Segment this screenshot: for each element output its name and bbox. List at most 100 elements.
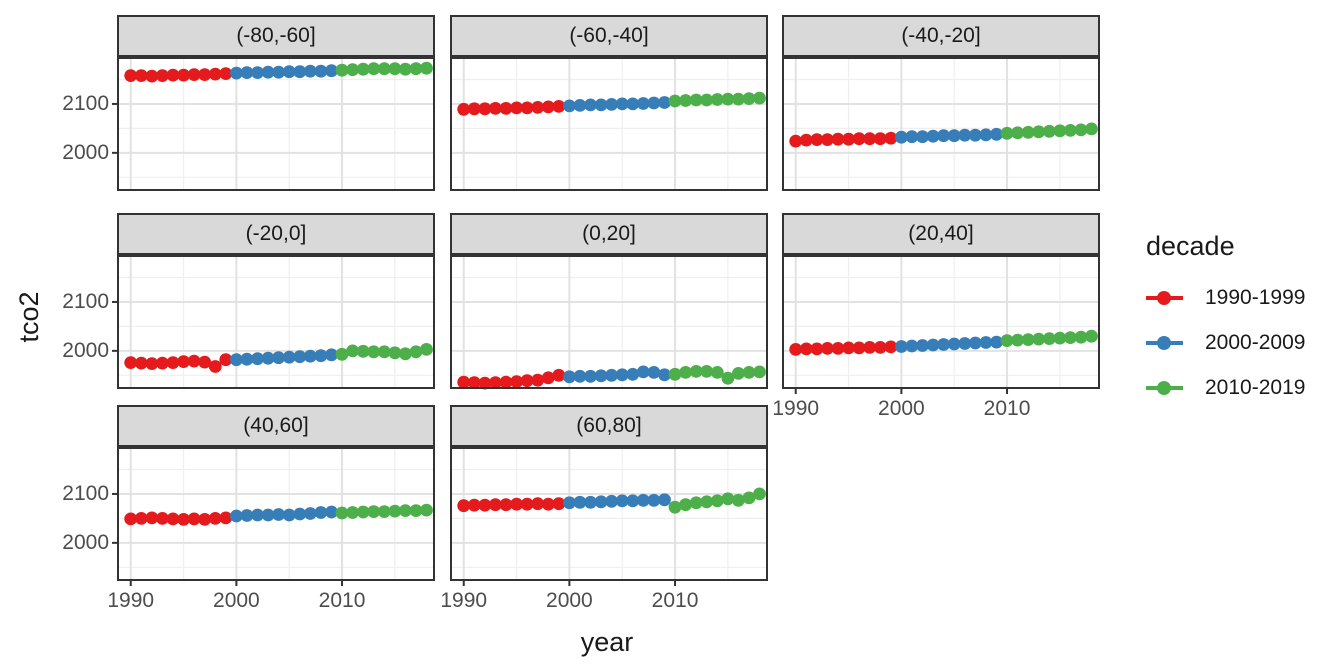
data-point <box>799 133 813 147</box>
legend-entry-label: 1990-1999 <box>1205 285 1306 309</box>
legend: decade 1990-1999 2000-2009 2010-2019 <box>1146 231 1305 410</box>
data-point <box>842 132 855 146</box>
data-point <box>314 64 328 78</box>
legend-entry-2010-2019: 2010-2019 <box>1146 365 1305 410</box>
series-2010-2019 <box>668 91 766 108</box>
series-2010-2019 <box>668 365 766 385</box>
data-point <box>615 494 629 508</box>
data-point <box>937 129 950 143</box>
data-point <box>852 341 866 355</box>
data-point <box>979 128 993 142</box>
data-point <box>789 134 803 148</box>
data-point <box>636 493 650 507</box>
data-point <box>303 507 317 520</box>
axis-ticks <box>112 102 117 154</box>
data-point <box>314 349 328 363</box>
gridlines <box>450 255 768 389</box>
data-point <box>626 494 640 508</box>
y-tick-label: 2000 <box>62 530 109 554</box>
data-point <box>721 492 735 506</box>
data-point <box>388 62 402 76</box>
facet-strip: (-20,0] <box>117 213 435 255</box>
data-point <box>303 349 317 363</box>
data-point <box>541 371 555 385</box>
data-point <box>177 513 190 526</box>
y-tick-label: 2100 <box>62 481 109 505</box>
x-tick-label: 2010 <box>983 397 1031 420</box>
data-point <box>710 494 724 508</box>
axis-ticks <box>794 389 1009 394</box>
data-point <box>377 505 391 518</box>
data-point <box>198 68 212 81</box>
data-point <box>409 504 423 517</box>
data-point <box>230 66 243 80</box>
data-point <box>457 375 471 389</box>
x-tick-label: 1990 <box>440 589 488 612</box>
data-point <box>895 130 908 144</box>
data-point <box>552 100 566 113</box>
data-point <box>626 367 640 381</box>
data-point <box>721 371 735 385</box>
data-point <box>531 101 545 114</box>
data-point <box>594 98 608 112</box>
series-2000-2009 <box>230 348 338 367</box>
data-point <box>1085 122 1098 136</box>
data-point <box>605 98 618 111</box>
data-point <box>1074 123 1088 137</box>
data-point <box>156 69 169 82</box>
data-point <box>689 93 703 107</box>
data-point <box>187 512 201 526</box>
series-2000-2009 <box>563 493 671 510</box>
data-point <box>314 506 328 519</box>
data-point <box>584 98 597 112</box>
facet-strip-label: (-80,-60] <box>236 24 316 47</box>
data-point <box>626 97 640 111</box>
facet-strip: (20,40] <box>782 213 1100 255</box>
data-point <box>668 94 682 108</box>
data-point <box>753 487 766 501</box>
facet-strip-label: (0,20] <box>582 222 636 245</box>
data-point <box>573 99 587 112</box>
x-tick-label: 2010 <box>318 589 366 612</box>
data-point <box>377 345 391 359</box>
series-2010-2019 <box>335 61 433 77</box>
data-point <box>573 369 587 383</box>
data-point <box>177 68 190 82</box>
data-point <box>489 376 502 389</box>
legend-entry-label: 2010-2019 <box>1205 375 1306 399</box>
data-point <box>594 495 608 509</box>
legend-entry-2000-2009: 2000-2009 <box>1146 320 1305 365</box>
series-2000-2009 <box>895 127 1003 144</box>
data-point <box>261 65 275 79</box>
data-point <box>926 338 940 352</box>
facet-panel <box>112 255 435 389</box>
series-2000-2009 <box>230 505 338 523</box>
x-tick-label: 1990 <box>772 397 820 420</box>
y-tick-label: 2100 <box>62 289 109 313</box>
x-tick-label: 2000 <box>546 589 593 612</box>
data-point <box>958 128 972 142</box>
series-2010-2019 <box>335 503 433 520</box>
data-point <box>658 493 671 507</box>
data-point <box>863 341 877 354</box>
axis-ticks <box>112 492 344 586</box>
data-point <box>668 367 682 381</box>
data-point <box>240 352 254 366</box>
data-point <box>563 496 576 510</box>
data-point <box>831 342 845 355</box>
data-point <box>489 102 502 115</box>
data-point <box>873 132 887 146</box>
data-point <box>1053 124 1067 138</box>
data-point <box>420 503 433 517</box>
facet-cell-1: (-60,-40] <box>450 15 768 191</box>
facet-cell-4: (0,20] <box>450 213 768 390</box>
data-point <box>615 97 629 111</box>
data-point <box>282 65 296 79</box>
data-point <box>145 69 159 83</box>
data-point <box>732 493 745 507</box>
data-point <box>124 512 138 526</box>
data-point <box>499 375 513 389</box>
data-point <box>1032 332 1046 346</box>
data-point <box>251 66 264 79</box>
data-point <box>710 366 724 379</box>
